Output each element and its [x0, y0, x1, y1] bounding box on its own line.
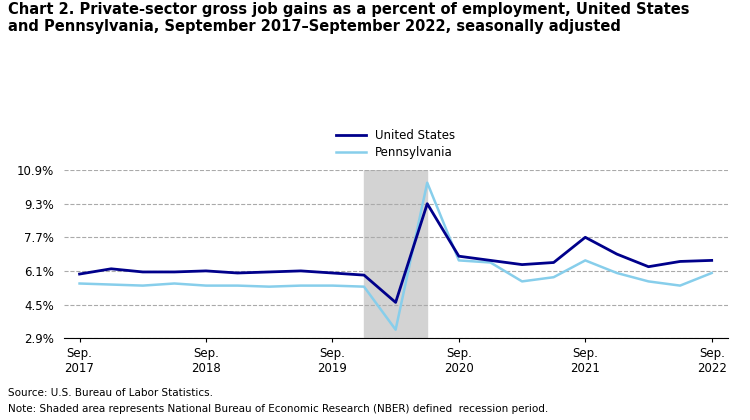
Text: Chart 2. Private-sector gross job gains as a percent of employment, United State: Chart 2. Private-sector gross job gains …	[8, 2, 689, 17]
Text: Note: Shaded area represents National Bureau of Economic Research (NBER) defined: Note: Shaded area represents National Bu…	[8, 404, 548, 414]
Bar	[364, 170, 428, 338]
Legend: United States, Pennsylvania: United States, Pennsylvania	[332, 126, 459, 162]
Text: and Pennsylvania, September 2017–September 2022, seasonally adjusted: and Pennsylvania, September 2017–Septemb…	[8, 19, 620, 34]
Text: Source: U.S. Bureau of Labor Statistics.: Source: U.S. Bureau of Labor Statistics.	[8, 388, 212, 399]
